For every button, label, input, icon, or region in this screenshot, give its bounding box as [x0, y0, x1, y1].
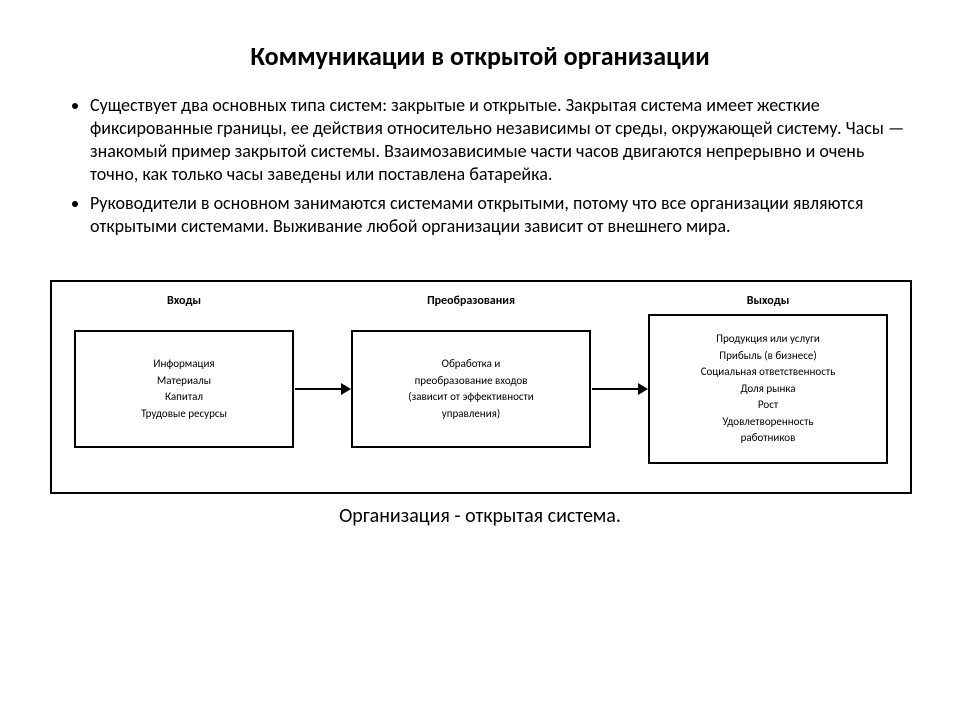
bullet-list: Существует два основных типа систем: зак… — [50, 94, 910, 238]
box-line: Прибыль (в бизнесе) — [658, 348, 878, 365]
transforms-box: Обработка и преобразование входов (завис… — [351, 330, 591, 448]
diagram-outer-box: Входы Преобразования Выходы Информация М… — [50, 280, 912, 494]
box-line: управления) — [361, 406, 581, 423]
box-line: Капитал — [84, 389, 284, 406]
box-line: Социальная ответственность — [658, 364, 878, 381]
slide: Коммуникации в открытой организации Суще… — [0, 0, 960, 720]
diagram-headers: Входы Преобразования Выходы — [64, 294, 898, 310]
list-item: Руководители в основном занимаются систе… — [90, 192, 910, 238]
arrow-icon — [294, 382, 351, 396]
column-header-transforms: Преобразования — [351, 294, 591, 308]
page-title: Коммуникации в открытой организации — [50, 40, 910, 72]
box-line: Материалы — [84, 373, 284, 390]
box-line: (зависит от эффективности — [361, 389, 581, 406]
box-line: Информация — [84, 356, 284, 373]
column-header-outputs: Выходы — [648, 294, 888, 308]
inputs-box: Информация Материалы Капитал Трудовые ре… — [74, 330, 294, 448]
box-line: Обработка и — [361, 356, 581, 373]
outputs-box: Продукция или услуги Прибыль (в бизнесе)… — [648, 314, 888, 464]
box-line: Доля рынка — [658, 381, 878, 398]
box-line: работников — [658, 430, 878, 447]
box-line: Удовлетворенность — [658, 414, 878, 431]
box-line: преобразование входов — [361, 373, 581, 390]
box-line: Продукция или услуги — [658, 331, 878, 348]
box-line: Трудовые ресурсы — [84, 406, 284, 423]
diagram-boxes-row: Информация Материалы Капитал Трудовые ре… — [64, 314, 898, 464]
column-header-inputs: Входы — [74, 294, 294, 308]
arrow-icon — [591, 382, 648, 396]
diagram: Входы Преобразования Выходы Информация М… — [50, 280, 910, 528]
diagram-caption: Организация - открытая система. — [50, 504, 910, 528]
box-line: Рост — [658, 397, 878, 414]
list-item: Существует два основных типа систем: зак… — [90, 94, 910, 186]
